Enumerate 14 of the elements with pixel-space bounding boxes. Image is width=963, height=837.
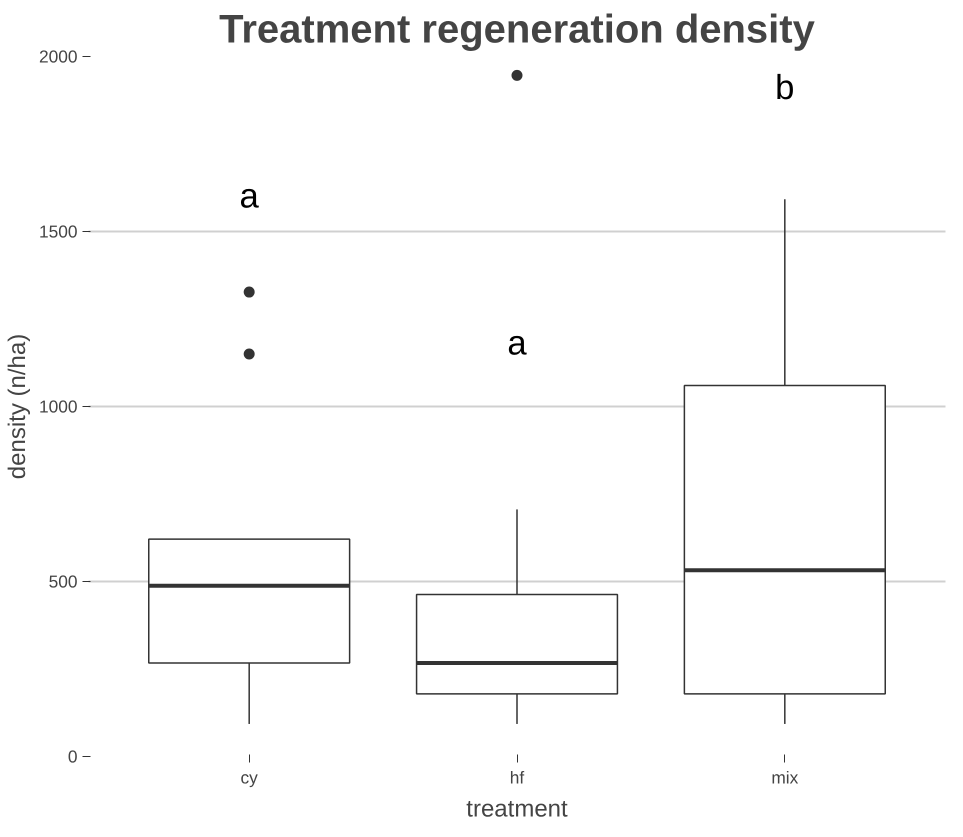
y-tick-label: 0: [68, 746, 78, 766]
y-tick-label: 500: [48, 572, 78, 592]
annotation: a: [507, 324, 528, 362]
annotation: b: [775, 69, 794, 107]
chart-title: Treatment regeneration density: [219, 8, 816, 52]
x-axis-title: treatment: [466, 796, 568, 822]
x-tick-label: mix: [771, 768, 799, 788]
annotation: a: [240, 178, 260, 216]
y-axis-title: density (n/ha): [4, 334, 31, 480]
x-tick-label: hf: [510, 768, 524, 788]
y-tick-label: 1000: [38, 396, 78, 416]
x-tick-label: cy: [240, 768, 258, 788]
y-tick-label: 2000: [38, 46, 78, 66]
y-tick-label: 1500: [38, 222, 78, 242]
